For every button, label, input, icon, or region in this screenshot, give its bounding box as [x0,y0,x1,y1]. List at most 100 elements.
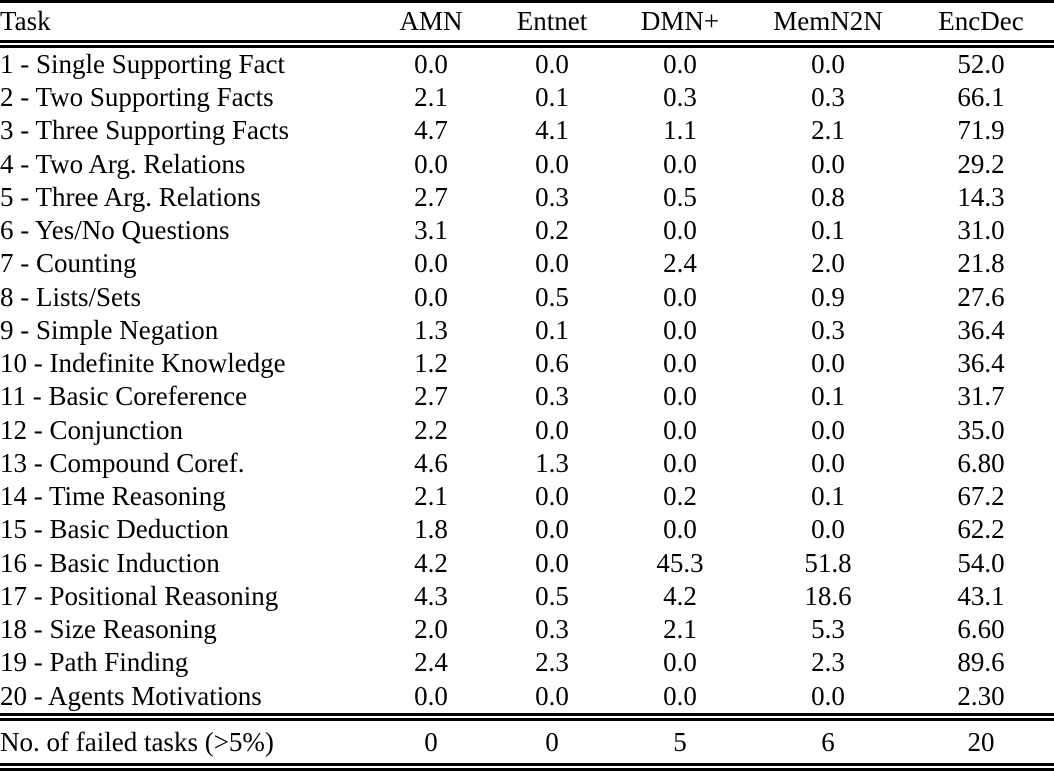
value-cell: 0.0 [811,680,845,711]
value-cell: 35.0 [957,414,1005,445]
task-cell: 13 - Compound Coref. [0,447,245,478]
value-cell: 31.7 [957,381,1005,412]
value-cell: 52.0 [957,48,1005,79]
task-cell: 7 - Counting [0,248,137,279]
table-row: 7 - Counting 0.0 0.0 2.4 2.0 21.8 [0,247,1054,280]
value-cell: 0.0 [663,48,697,79]
value-cell: 4.2 [663,580,697,611]
value-cell: 0.0 [535,481,569,512]
value-cell: 6.80 [957,447,1005,478]
task-cell: 9 - Simple Negation [0,314,219,345]
value-cell: 0.0 [811,447,845,478]
column-header-dmn+: DMN+ [612,1,748,48]
value-cell: 0.1 [535,314,569,345]
table-row: 3 - Three Supporting Facts 4.7 4.1 1.1 2.1 71… [0,114,1054,147]
task-cell: 18 - Size Reasoning [0,614,217,645]
summary-label-cell: No. of failed tasks (>5%) [0,713,370,771]
value-cell: 0.0 [811,148,845,179]
value-cell: 0.0 [414,48,448,79]
task-cell: 8 - Lists/Sets [0,281,142,312]
value-cell: 18.6 [804,580,852,611]
value-cell: 5.3 [811,614,845,645]
value-cell: 2.4 [663,248,697,279]
value-cell: 0.8 [811,181,845,212]
value-cell: 2.4 [414,647,448,678]
task-cell: 14 - Time Reasoning [0,481,226,512]
task-cell: 6 - Yes/No Questions [0,215,230,246]
task-cell: 12 - Conjunction [0,414,183,445]
table-row: 6 - Yes/No Questions 3.1 0.2 0.0 0.1 31.0 [0,214,1054,247]
table-row: 4 - Two Arg. Relations 0.0 0.0 0.0 0.0 29.2 [0,147,1054,180]
value-cell: 0.0 [811,514,845,545]
value-cell: 2.2 [414,414,448,445]
table-row: 14 - Time Reasoning 2.1 0.0 0.2 0.1 67.2 [0,480,1054,513]
value-cell: 36.4 [957,314,1005,345]
value-cell: 2.0 [811,248,845,279]
value-cell: 0.3 [535,181,569,212]
summary-value-cell: 0 [492,713,612,771]
table-row: 11 - Basic Coreference 2.7 0.3 0.0 0.1 31.7 [0,380,1054,413]
task-cell: 16 - Basic Induction [0,547,220,578]
table-row: 20 - Agents Motivations 0.0 0.0 0.0 0.0 2.30 [0,679,1054,717]
table-body: 1 - Single Supporting Fact 0.0 0.0 0.0 0.0 52… [0,44,1054,718]
value-cell: 0.0 [535,48,569,79]
value-cell: 4.6 [414,447,448,478]
table-row: 16 - Basic Induction 4.2 0.0 45.3 51.8 54.0 [0,546,1054,579]
value-cell: 0.3 [811,314,845,345]
value-cell: 0.1 [811,215,845,246]
table-row: 2 - Two Supporting Facts 2.1 0.1 0.3 0.3 66.1 [0,81,1054,114]
table-row: 18 - Size Reasoning 2.0 0.3 2.1 5.3 6.60 [0,613,1054,646]
task-cell: 2 - Two Supporting Facts [0,82,274,113]
value-cell: 0.3 [535,381,569,412]
value-cell: 0.0 [811,414,845,445]
value-cell: 2.7 [414,381,448,412]
value-cell: 0.0 [414,248,448,279]
task-cell: 4 - Two Arg. Relations [0,148,246,179]
value-cell: 0.5 [535,580,569,611]
value-cell: 0.5 [535,281,569,312]
value-cell: 0.2 [535,215,569,246]
value-cell: 0.0 [414,148,448,179]
value-cell: 0.3 [535,614,569,645]
value-cell: 2.1 [414,82,448,113]
value-cell: 0.0 [535,248,569,279]
value-cell: 1.1 [663,115,697,146]
value-cell: 0.0 [663,447,697,478]
summary-value-cell: 5 [612,713,748,771]
value-cell: 2.1 [414,481,448,512]
table-row: 13 - Compound Coref. 4.6 1.3 0.0 0.0 6.80 [0,447,1054,480]
value-cell: 0.0 [811,348,845,379]
table-row: 15 - Basic Deduction 1.8 0.0 0.0 0.0 62.2 [0,513,1054,546]
value-cell: 0.1 [811,481,845,512]
value-cell: 0.0 [663,314,697,345]
value-cell: 0.2 [663,481,697,512]
table-footer: No. of failed tasks (>5%) 0 0 5 6 20 [0,713,1054,771]
value-cell: 0.5 [663,181,697,212]
task-cell: 10 - Indefinite Knowledge [0,348,286,379]
header-row: Task AMN Entnet DMN+ MemN2N EncDec [0,1,1054,48]
column-header-amn: AMN [370,1,492,48]
value-cell: 0.0 [663,647,697,678]
value-cell: 2.7 [414,181,448,212]
value-cell: 1.2 [414,348,448,379]
column-header-entnet: Entnet [492,1,612,48]
table-row: 1 - Single Supporting Fact 0.0 0.0 0.0 0.0 52… [0,44,1054,81]
summary-value-cell: 6 [748,713,908,771]
value-cell: 36.4 [957,348,1005,379]
value-cell: 0.0 [535,547,569,578]
task-cell: 3 - Three Supporting Facts [0,115,289,146]
value-cell: 2.3 [535,647,569,678]
value-cell: 0.0 [663,148,697,179]
value-cell: 0.0 [414,281,448,312]
value-cell: 27.6 [957,281,1005,312]
value-cell: 67.2 [957,481,1005,512]
value-cell: 4.3 [414,580,448,611]
table-row: 8 - Lists/Sets 0.0 0.5 0.0 0.9 27.6 [0,280,1054,313]
value-cell: 2.0 [414,614,448,645]
table-row: 10 - Indefinite Knowledge 1.2 0.6 0.0 0.0 36.… [0,347,1054,380]
value-cell: 21.8 [957,248,1005,279]
value-cell: 14.3 [957,181,1005,212]
value-cell: 0.0 [663,348,697,379]
value-cell: 29.2 [957,148,1005,179]
value-cell: 0.0 [535,148,569,179]
